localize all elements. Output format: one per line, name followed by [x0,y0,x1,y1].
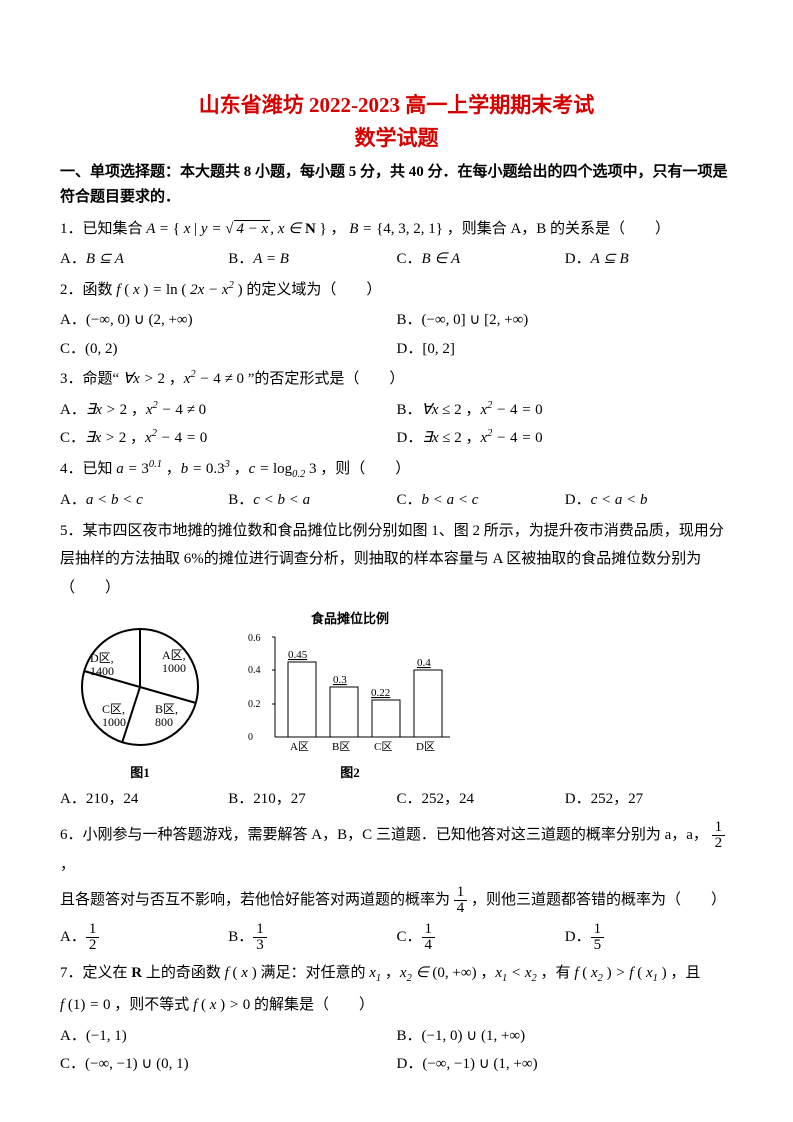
q1-tail: ，则集合 A，B 的关系是（ ） [447,221,670,237]
q7-optD: D．(−∞, −1) ∪ (1, +∞) [397,1050,734,1079]
svg-text:0.3: 0.3 [333,674,347,686]
question-6-line1: 6．小刚参与一种答题游戏，需要解答 A，B，C 三道题．已知他答对这三道题的概率… [60,820,733,880]
question-5: 5．某市四区夜市地摊的摊位数和食品摊位比例分别如图 1、图 2 所示，为提升夜市… [60,517,733,603]
question-6-line2: 且各题答对与否互不影响，若他恰好能答对两道题的概率为 14 ，则他三道题都答错的… [60,885,733,916]
exam-title: 山东省潍坊 2022-2023 高一上学期期末考试 [60,90,733,122]
pie-slice-D-label: D区, [90,651,114,665]
pie-slice-C-value: 1000 [102,715,126,729]
svg-text:0.22: 0.22 [371,687,390,699]
q2-options: A．(−∞, 0) ∪ (2, +∞) B．(−∞, 0] ∪ [2, +∞) … [60,306,733,363]
q7-optC: C．(−∞, −1) ∪ (0, 1) [60,1050,397,1079]
svg-text:0.2: 0.2 [248,699,261,710]
q6-stem-a: 6．小刚参与一种答题游戏，需要解答 A，B，C 三道题．已知他答对这三道题的概率… [60,827,708,843]
q3-options: A．∃x > 2 ，x2 − 4 ≠ 0 B．∀x ≤ 2 ，x2 − 4 = … [60,396,733,453]
pie-slice-A-label: A区, [162,648,186,662]
q5-optD: D．252，27 [565,785,733,814]
q1-options: A．B ⊆ A B．A = B C．B ∈ A D．A ⊆ B [60,245,733,274]
bar-chart-fig2: 食品摊位比例 0 0.2 0.4 0.6 0.45 0.3 0.22 0.4 [240,608,460,781]
svg-text:B区: B区 [332,741,350,753]
q3-optA: A．∃x > 2 ，x2 − 4 ≠ 0 [60,396,397,425]
question-7-line2: f (1) = 0 ，则不等式 f ( x ) > 0 的解集是（ ） [60,991,733,1020]
q5-options: A．210，24 B．210，27 C．252，24 D．252，27 [60,785,733,814]
svg-text:0: 0 [248,732,253,743]
q1-optB: B．A = B [228,245,396,274]
question-7-line1: 7．定义在 R 上的奇函数 f ( x ) 满足：对任意的 x1 ，x2 ∈ (… [60,959,733,989]
q7-optA: A．(−1, 1) [60,1022,397,1051]
bar-svg: 0 0.2 0.4 0.6 0.45 0.3 0.22 0.4 A区 B区 C区… [240,627,460,757]
q4-optC: C．b < a < c [397,486,565,515]
svg-text:0.4: 0.4 [248,665,261,676]
q6-optB: B．13 [228,922,396,953]
q1-optA: A．B ⊆ A [60,245,228,274]
svg-text:D区: D区 [416,741,435,753]
svg-text:0.6: 0.6 [248,633,261,644]
pie-slice-D-value: 1400 [90,664,114,678]
q6-stem-b: ， [60,857,75,873]
pie-slice-B-label: B区, [155,702,178,716]
q4-optD: D．c < a < b [565,486,733,515]
exam-subtitle: 数学试题 [60,122,733,152]
q2-optB: B．(−∞, 0] ∪ [2, +∞) [397,306,734,335]
bar-caption: 图2 [240,762,460,781]
q3-optC: C．∃x > 2 ，x2 − 4 = 0 [60,424,397,453]
q6-frac1: 12 [712,820,726,851]
q3-optD: D．∃x ≤ 2 ，x2 − 4 = 0 [397,424,734,453]
q1-setA: A = { x | y = √4 − x, x ∈ N } [146,221,326,237]
q6-frac2: 14 [454,885,468,916]
pie-caption: 图1 [70,762,210,781]
q2-optD: D．[0, 2] [397,335,734,364]
q1-optD: D．A ⊆ B [565,245,733,274]
q6-optD: D．15 [565,922,733,953]
q1-setB: B = {4, 3, 2, 1} [349,221,443,237]
q6-options: A．12 B．13 C．14 D．15 [60,922,733,953]
q4-options: A．a < b < c B．c < b < a C．b < a < c D．c … [60,486,733,515]
q6-optA: A．12 [60,922,228,953]
pie-svg: A区, 1000 B区, 800 C区, 1000 D区, 1400 [70,617,210,757]
q2-optC: C．(0, 2) [60,335,397,364]
pie-slice-B-value: 800 [155,715,173,729]
q7-optB: B．(−1, 0) ∪ (1, +∞) [397,1022,734,1051]
bar-title: 食品摊位比例 [240,608,460,627]
q6-stem-c: 且各题答对与否互不影响，若他恰好能答对两道题的概率为 [60,892,450,908]
q1-mid: ， [331,221,346,237]
svg-text:0.4: 0.4 [417,657,431,669]
question-3: 3．命题“ ∀x > 2 ，x2 − 4 ≠ 0 ”的否定形式是（ ） [60,365,733,394]
q7-options: A．(−1, 1) B．(−1, 0) ∪ (1, +∞) C．(−∞, −1)… [60,1022,733,1079]
q1-optC: C．B ∈ A [397,245,565,274]
figure-row: A区, 1000 B区, 800 C区, 1000 D区, 1400 图1 食品… [70,608,733,781]
q5-optB: B．210，27 [228,785,396,814]
q6-optC: C．14 [397,922,565,953]
pie-slice-C-label: C区, [102,702,125,716]
svg-text:A区: A区 [290,741,309,753]
question-1: 1．已知集合 A = { x | y = √4 − x, x ∈ N } ， B… [60,215,733,244]
question-2: 2．函数 f ( x ) = ln ( 2x − x2 ) 的定义域为（ ） [60,276,733,305]
q4-optB: B．c < b < a [228,486,396,515]
pie-slice-A-value: 1000 [162,661,186,675]
q2-optA: A．(−∞, 0) ∪ (2, +∞) [60,306,397,335]
svg-text:C区: C区 [374,741,392,753]
q5-optC: C．252，24 [397,785,565,814]
pie-chart-fig1: A区, 1000 B区, 800 C区, 1000 D区, 1400 图1 [70,617,210,781]
section-heading: 一、单项选择题：本大题共 8 小题，每小题 5 分，共 40 分．在每小题给出的… [60,160,733,211]
q1-stem-pre: 1．已知集合 [60,221,146,237]
q5-optA: A．210，24 [60,785,228,814]
q6-stem-d: ，则他三道题都答错的概率为（ ） [471,892,726,908]
q4-optA: A．a < b < c [60,486,228,515]
svg-text:0.45: 0.45 [288,649,308,661]
question-4: 4．已知 a = 30.1 ，b = 0.33 ，c = log0.2 3 ，则… [60,455,733,485]
q3-optB: B．∀x ≤ 2 ，x2 − 4 = 0 [397,396,734,425]
